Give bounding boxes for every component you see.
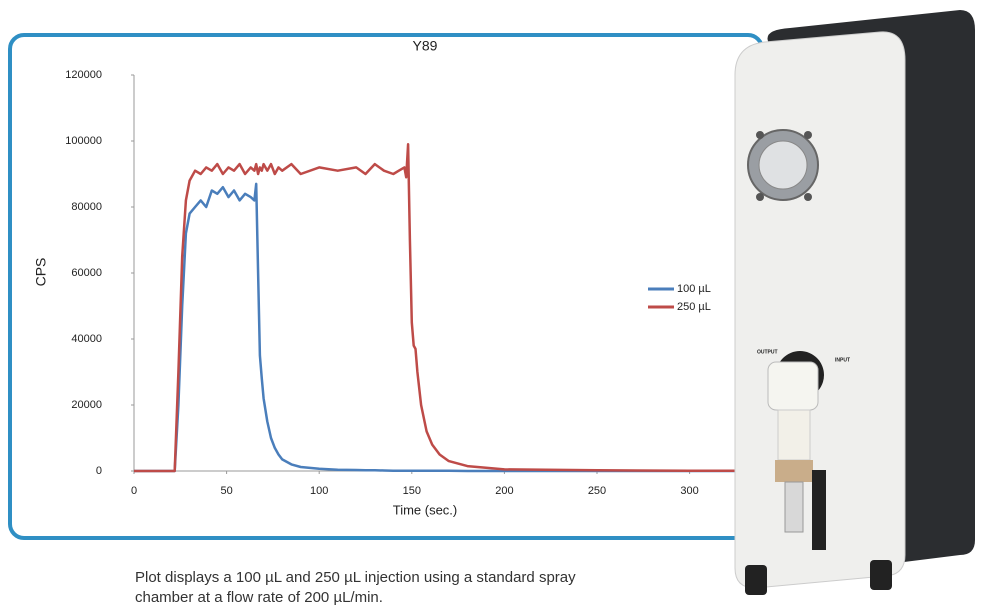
legend-label: 250 µL (677, 301, 711, 313)
y-tick-label: 0 (96, 465, 102, 477)
device-photo: OUTPUT INPUT (734, 10, 975, 595)
syringe (777, 409, 811, 461)
x-tick-label: 150 (403, 485, 421, 497)
screw (756, 131, 764, 139)
legend-label: 100 µL (677, 283, 711, 295)
y-tick-label: 40000 (71, 333, 102, 345)
x-axis-label: Time (sec.) (393, 502, 458, 517)
valve-face (758, 140, 808, 190)
x-tick-label: 0 (131, 485, 137, 497)
x-tick-label: 250 (588, 485, 606, 497)
pump-arm (812, 470, 826, 550)
y-tick-label: 80000 (71, 201, 102, 213)
caption-line: chamber at a flow rate of 200 µL/min. (135, 589, 383, 606)
screw (804, 193, 812, 201)
x-tick-label: 200 (495, 485, 513, 497)
plunger (784, 481, 804, 533)
y-tick-label: 120000 (65, 69, 102, 81)
device-foot (870, 560, 892, 590)
data-line (134, 143, 783, 473)
caption-line: Plot displays a 100 µL and 250 µL inject… (135, 569, 576, 586)
x-tick-label: 100 (310, 485, 328, 497)
device-foot (745, 565, 767, 595)
port-label: OUTPUT (757, 349, 778, 355)
screw (804, 131, 812, 139)
y-tick-label: 100000 (65, 135, 102, 147)
y-axis-label: CPS (33, 258, 49, 287)
chart-title: Y89 (413, 38, 438, 54)
x-tick-label: 50 (220, 485, 232, 497)
pump-block (767, 361, 819, 411)
y-tick-label: 20000 (71, 399, 102, 411)
y-tick-label: 60000 (71, 267, 102, 279)
screw (756, 193, 764, 201)
syringe-seal (775, 460, 813, 482)
port-label: INPUT (835, 357, 850, 363)
chart-frame (8, 33, 764, 540)
data-line (134, 182, 783, 473)
x-tick-label: 300 (680, 485, 698, 497)
